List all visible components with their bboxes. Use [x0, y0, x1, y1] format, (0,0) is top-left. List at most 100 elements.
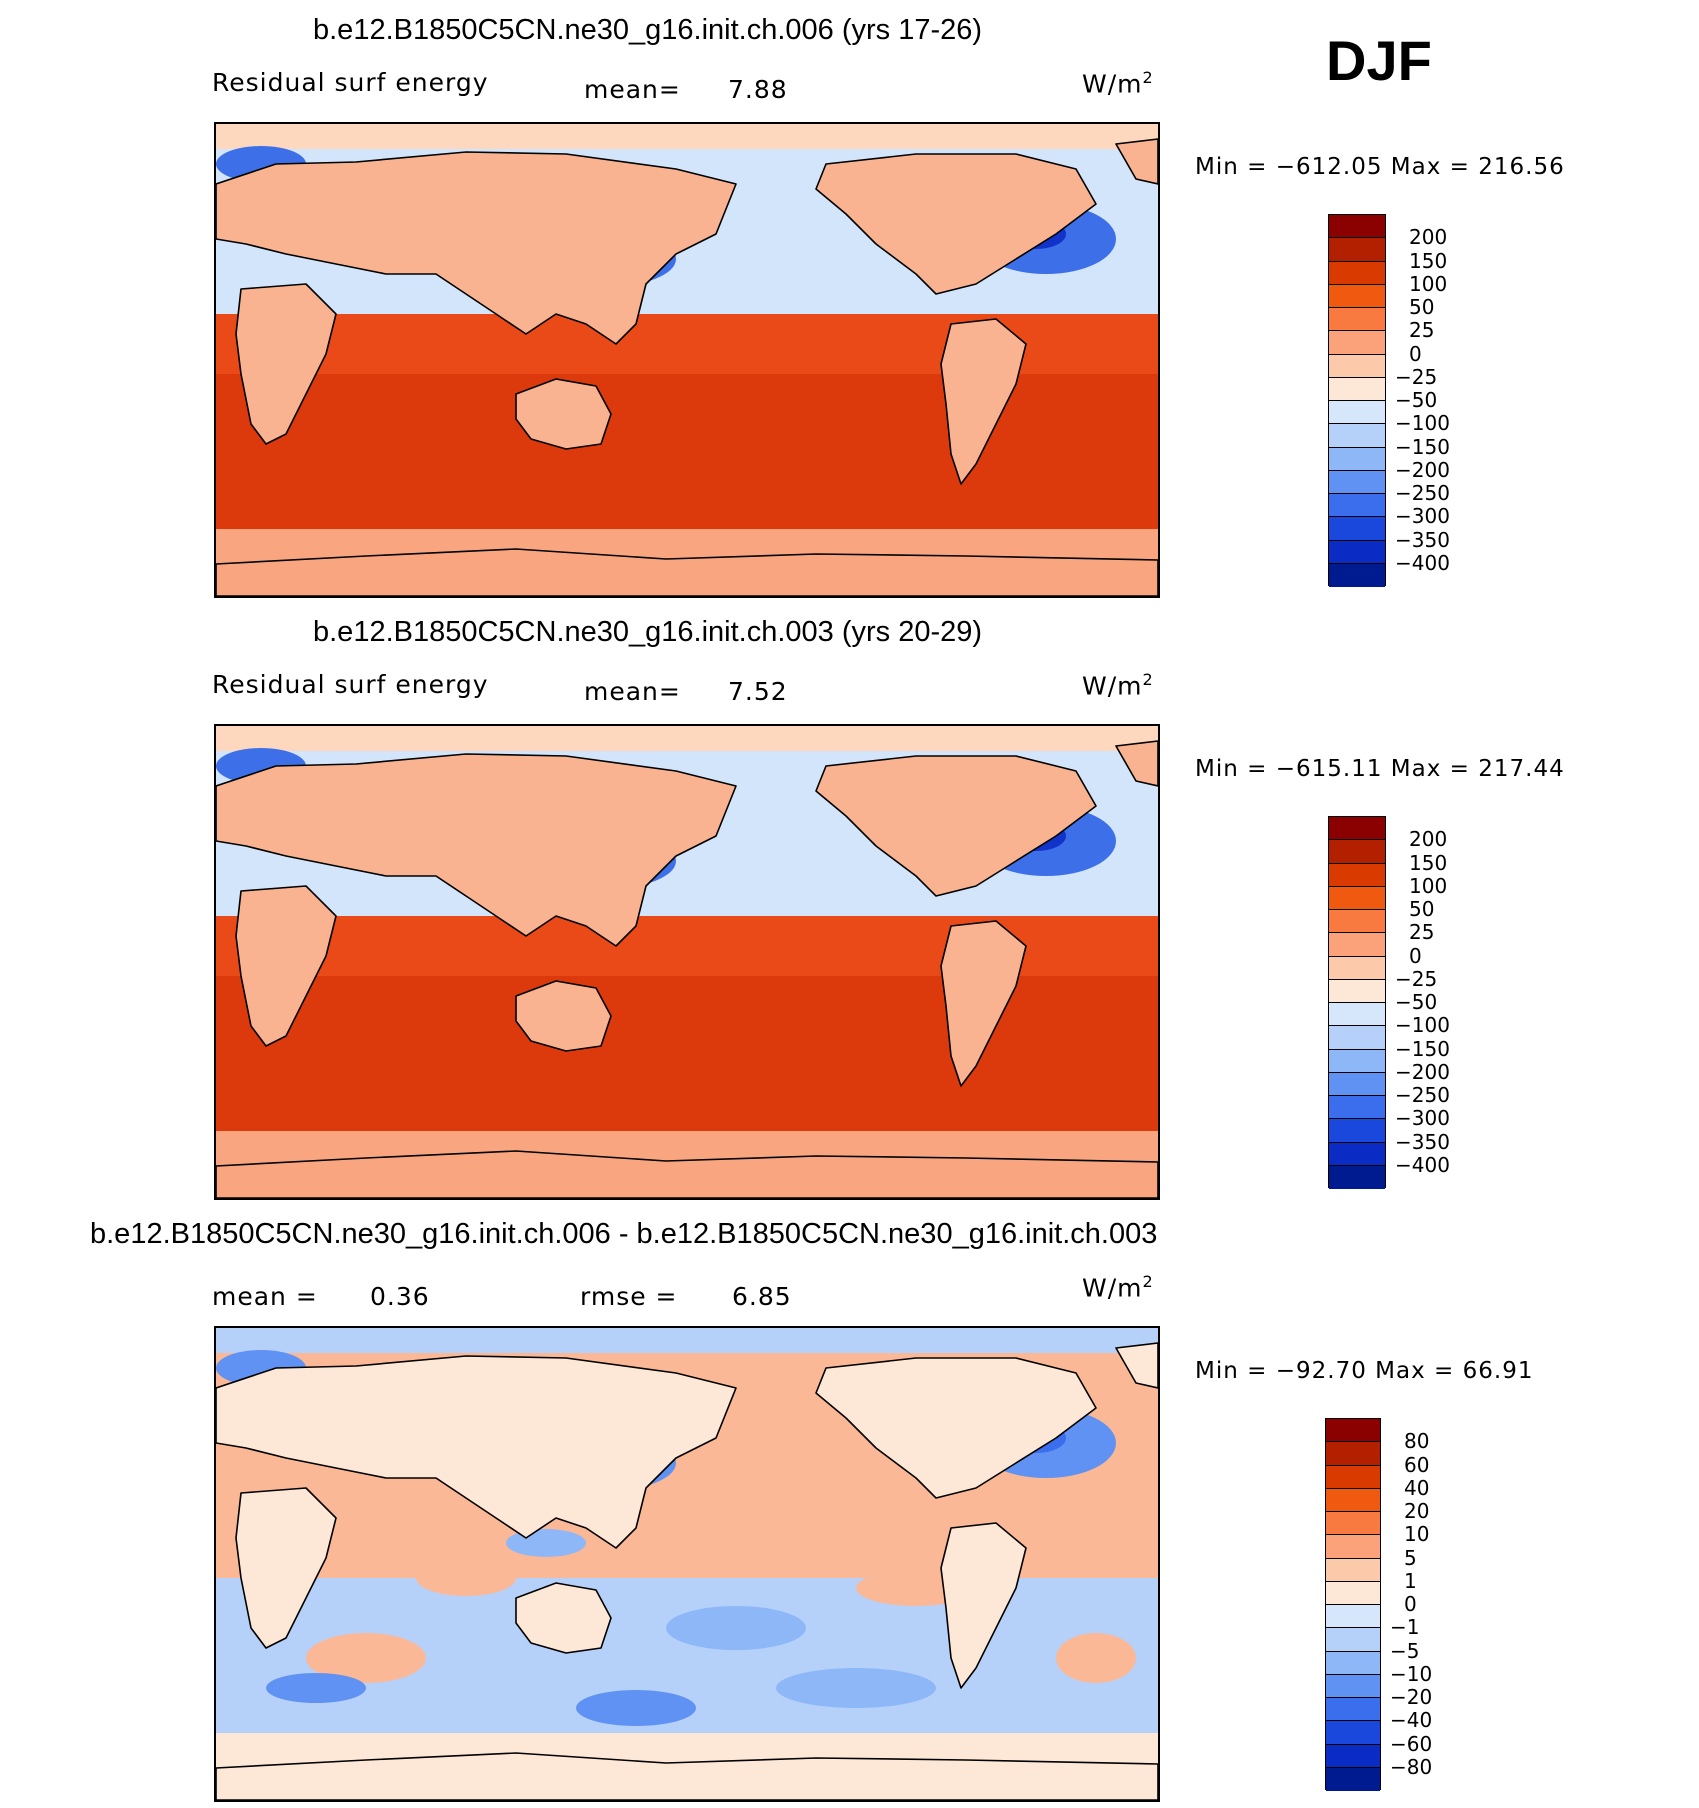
colorbar-tick-label: −350 — [1395, 1129, 1450, 1154]
colorbar-tick-label: 150 — [1409, 248, 1448, 273]
panel-2-variable-label: Residual surf energy — [212, 670, 489, 699]
colorbar-swatch — [1329, 886, 1385, 910]
colorbar-tick-label: 25 — [1409, 318, 1435, 343]
colorbar-tick-label: 10 — [1404, 1522, 1430, 1547]
panel-1-min-max: Min = −612.05 Max = 216.56 — [1195, 154, 1565, 180]
colorbar-tick-label: −60 — [1390, 1731, 1433, 1756]
colorbar-tick-label: 200 — [1409, 827, 1448, 852]
panel-1-mean-value: 7.88 — [728, 75, 788, 104]
colorbar-swatch — [1326, 1605, 1380, 1629]
panel-2-min-value: −615.11 — [1275, 756, 1383, 782]
colorbar-swatch — [1329, 424, 1385, 448]
panel-3-rmse-label: rmse = — [580, 1282, 678, 1311]
colorbar-tick-label: 0 — [1409, 341, 1422, 366]
panel-3-min-value: −92.70 — [1275, 1358, 1367, 1384]
panel-2-max-value: 217.44 — [1478, 756, 1565, 782]
colorbar-tick-label: 25 — [1409, 920, 1435, 945]
colorbar-swatch — [1329, 354, 1385, 378]
colorbar-tick-label: −250 — [1395, 1083, 1450, 1107]
colorbar-tick-label: −200 — [1395, 1059, 1450, 1084]
colorbar-tick-label: −40 — [1390, 1708, 1433, 1733]
panel-1-map — [214, 122, 1160, 598]
panel-1-mean-label: mean= — [584, 75, 681, 104]
panel-2-mean-label: mean= — [584, 677, 681, 706]
panel-1-units: W/m2 — [1082, 68, 1154, 99]
colorbar-tick-label: −80 — [1390, 1754, 1433, 1779]
colorbar-swatch — [1329, 470, 1385, 494]
colorbar-swatch — [1329, 979, 1385, 1003]
colorbar-swatch — [1326, 1488, 1380, 1512]
colorbar-tick-label: −20 — [1390, 1685, 1433, 1709]
colorbar-tick-label: −25 — [1395, 966, 1438, 991]
colorbar-swatch — [1329, 215, 1385, 239]
colorbar-swatch — [1329, 517, 1385, 541]
panel-1-variable-label: Residual surf energy — [212, 68, 489, 97]
colorbar-tick-label: −100 — [1395, 1013, 1450, 1038]
colorbar-swatch — [1326, 1744, 1380, 1768]
panel-3-units: W/m2 — [1082, 1272, 1154, 1303]
colorbar-swatch — [1326, 1419, 1380, 1443]
colorbar-swatch — [1329, 817, 1385, 841]
colorbar-swatch — [1326, 1535, 1380, 1559]
panel-2-title: b.e12.B1850C5CN.ne30_g16.init.ch.003 (yr… — [313, 616, 983, 648]
colorbar-swatch — [1329, 377, 1385, 401]
colorbar-tick-label: 5 — [1404, 1545, 1417, 1570]
colorbar-tick-label: 0 — [1404, 1592, 1417, 1616]
panel-3-map — [214, 1326, 1160, 1802]
colorbar-tick-label: −50 — [1395, 990, 1438, 1014]
colorbar-swatch — [1326, 1698, 1380, 1722]
colorbar-tick-label: 80 — [1404, 1429, 1430, 1454]
panel-2-mean-value: 7.52 — [728, 677, 788, 706]
season-label: DJF — [1326, 29, 1432, 92]
panel-3-title: b.e12.B1850C5CN.ne30_g16.init.ch.006 - b… — [90, 1218, 1158, 1250]
colorbar-swatch — [1329, 308, 1385, 332]
colorbar-swatch — [1326, 1767, 1380, 1791]
colorbar-swatch — [1326, 1721, 1380, 1745]
colorbar-swatch — [1329, 238, 1385, 262]
panel-2-map — [214, 724, 1160, 1200]
colorbar-swatch — [1329, 1165, 1385, 1189]
colorbar-tick-label: −200 — [1395, 457, 1450, 482]
panel-3-max-value: 66.91 — [1462, 1358, 1534, 1384]
colorbar-tick-label: −250 — [1395, 481, 1450, 505]
colorbar-swatch — [1326, 1465, 1380, 1489]
colorbar-tick-label: 50 — [1409, 897, 1435, 921]
colorbar-swatch — [1326, 1651, 1380, 1675]
colorbar-swatch — [1329, 1049, 1385, 1073]
colorbar-swatch — [1329, 933, 1385, 957]
panel-3-mean-label: mean = — [212, 1282, 318, 1311]
panel-3-mean-value: 0.36 — [370, 1282, 430, 1311]
panel-1-title: b.e12.B1850C5CN.ne30_g16.init.ch.006 (yr… — [313, 14, 983, 46]
colorbar-tick-label: −1 — [1390, 1615, 1420, 1640]
colorbar-tick-label: 1 — [1404, 1568, 1417, 1593]
colorbar-swatch — [1329, 261, 1385, 285]
colorbar-swatch — [1329, 1072, 1385, 1096]
colorbar-swatch — [1329, 1119, 1385, 1143]
colorbar-swatch — [1329, 563, 1385, 587]
colorbar-swatch — [1326, 1558, 1380, 1582]
colorbar-swatch — [1329, 956, 1385, 980]
panel-1-min-value: −612.05 — [1275, 154, 1383, 180]
colorbar-tick-label: −300 — [1395, 1106, 1450, 1131]
colorbar-tick-label: −150 — [1395, 1036, 1450, 1061]
panel-2-colorbar — [1328, 816, 1386, 1189]
colorbar-swatch — [1329, 447, 1385, 471]
panel-3-min-max: Min = −92.70 Max = 66.91 — [1195, 1358, 1534, 1384]
colorbar-tick-label: 150 — [1409, 850, 1448, 875]
colorbar-tick-label: 100 — [1409, 271, 1448, 296]
colorbar-swatch — [1326, 1512, 1380, 1536]
colorbar-tick-label: 200 — [1409, 225, 1448, 250]
colorbar-swatch — [1326, 1442, 1380, 1466]
colorbar-swatch — [1329, 1142, 1385, 1166]
colorbar-tick-label: −10 — [1390, 1661, 1433, 1686]
colorbar-tick-label: 50 — [1409, 295, 1435, 319]
colorbar-swatch — [1329, 494, 1385, 518]
colorbar-tick-label: −100 — [1395, 411, 1450, 436]
colorbar-tick-label: −5 — [1390, 1638, 1420, 1663]
colorbar-tick-label: 20 — [1404, 1499, 1430, 1523]
colorbar-swatch — [1329, 910, 1385, 934]
panel-1-max-value: 216.56 — [1478, 154, 1565, 180]
colorbar-swatch — [1329, 840, 1385, 864]
panel-3-colorbar — [1325, 1418, 1381, 1791]
colorbar-swatch — [1326, 1674, 1380, 1698]
